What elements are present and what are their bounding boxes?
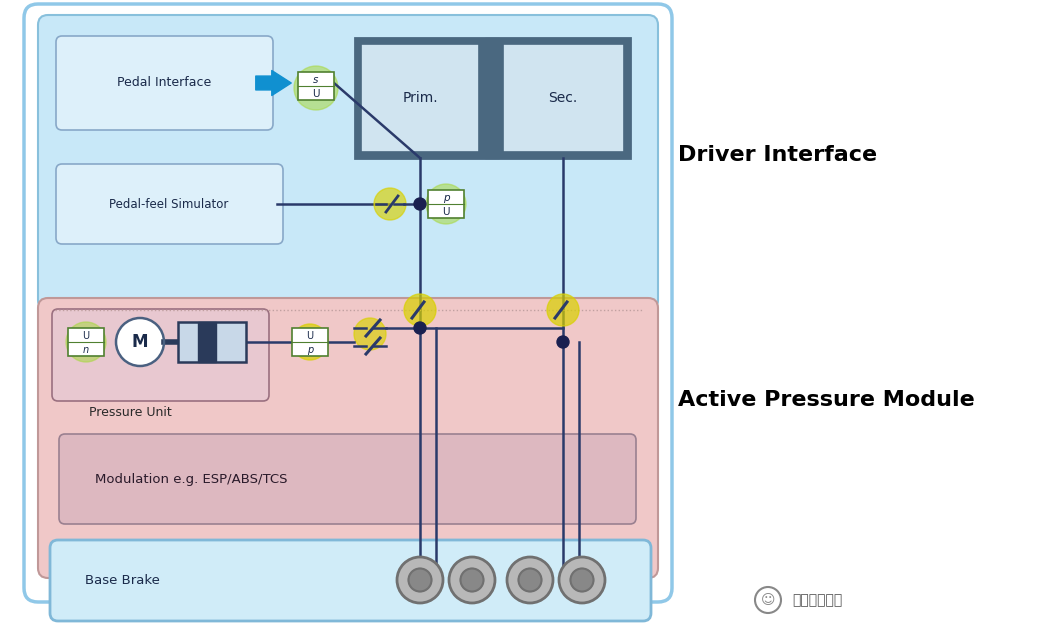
Text: Driver Interface: Driver Interface	[678, 145, 877, 165]
Text: ☺: ☺	[761, 593, 775, 607]
Bar	[355, 38, 630, 158]
FancyBboxPatch shape	[52, 309, 269, 401]
Circle shape	[536, 563, 541, 567]
Bar	[485, 38, 499, 158]
Text: Sec.: Sec.	[548, 91, 578, 105]
Text: 焉知智能汽车: 焉知智能汽车	[792, 593, 843, 607]
Circle shape	[294, 66, 338, 110]
Circle shape	[478, 563, 483, 567]
Text: U: U	[442, 207, 449, 217]
Bar	[292, 328, 328, 356]
Circle shape	[461, 593, 465, 597]
Circle shape	[588, 563, 593, 567]
Text: Base Brake: Base Brake	[85, 574, 160, 586]
Text: s: s	[314, 75, 319, 85]
Circle shape	[571, 593, 576, 597]
FancyBboxPatch shape	[59, 434, 636, 524]
Circle shape	[511, 578, 515, 582]
Circle shape	[563, 578, 567, 582]
Circle shape	[519, 563, 524, 567]
FancyBboxPatch shape	[56, 164, 283, 244]
Text: Pedal Interface: Pedal Interface	[117, 77, 211, 89]
FancyBboxPatch shape	[38, 15, 658, 310]
Text: Pedal-feel Simulator: Pedal-feel Simulator	[109, 198, 229, 210]
Text: Pressure Unit: Pressure Unit	[89, 406, 172, 420]
Bar	[428, 190, 464, 218]
Circle shape	[408, 569, 431, 592]
Circle shape	[398, 557, 443, 603]
Bar	[361, 44, 479, 152]
Circle shape	[518, 569, 542, 592]
Circle shape	[597, 578, 602, 582]
Circle shape	[559, 557, 605, 603]
Text: U: U	[83, 331, 89, 341]
Text: Modulation e.g. ESP/ABS/TCS: Modulation e.g. ESP/ABS/TCS	[95, 472, 287, 486]
Bar	[68, 328, 104, 356]
Circle shape	[588, 593, 593, 597]
Circle shape	[478, 593, 483, 597]
Circle shape	[461, 563, 465, 567]
Text: n: n	[83, 345, 89, 355]
FancyBboxPatch shape	[56, 36, 273, 130]
Circle shape	[426, 563, 431, 567]
Text: Prim.: Prim.	[402, 91, 438, 105]
Text: Active Pressure Module: Active Pressure Module	[678, 390, 975, 410]
Circle shape	[374, 188, 406, 220]
Circle shape	[536, 593, 541, 597]
Circle shape	[556, 336, 569, 348]
Text: M: M	[131, 333, 148, 351]
Bar	[298, 72, 334, 100]
Circle shape	[519, 593, 524, 597]
Circle shape	[453, 578, 457, 582]
Bar	[504, 44, 624, 152]
Circle shape	[414, 198, 426, 210]
Circle shape	[571, 563, 576, 567]
Text: p: p	[307, 345, 313, 355]
Text: U: U	[306, 331, 314, 341]
Circle shape	[292, 324, 328, 360]
Circle shape	[449, 557, 495, 603]
Circle shape	[507, 557, 553, 603]
Circle shape	[401, 578, 405, 582]
Circle shape	[460, 569, 483, 592]
FancyBboxPatch shape	[50, 540, 651, 621]
Circle shape	[116, 318, 164, 366]
Bar	[198, 322, 216, 362]
Circle shape	[487, 578, 492, 582]
Circle shape	[354, 318, 386, 350]
Circle shape	[435, 578, 440, 582]
FancyBboxPatch shape	[38, 298, 658, 578]
Circle shape	[409, 593, 413, 597]
Circle shape	[545, 578, 549, 582]
Circle shape	[570, 569, 594, 592]
Circle shape	[426, 593, 431, 597]
Circle shape	[409, 563, 413, 567]
Circle shape	[426, 184, 466, 224]
Circle shape	[66, 322, 106, 362]
Bar	[178, 322, 246, 362]
Circle shape	[404, 294, 436, 326]
Circle shape	[547, 294, 579, 326]
FancyBboxPatch shape	[24, 4, 672, 602]
Text: U: U	[313, 89, 320, 99]
Circle shape	[414, 322, 426, 334]
Text: p: p	[443, 193, 449, 203]
